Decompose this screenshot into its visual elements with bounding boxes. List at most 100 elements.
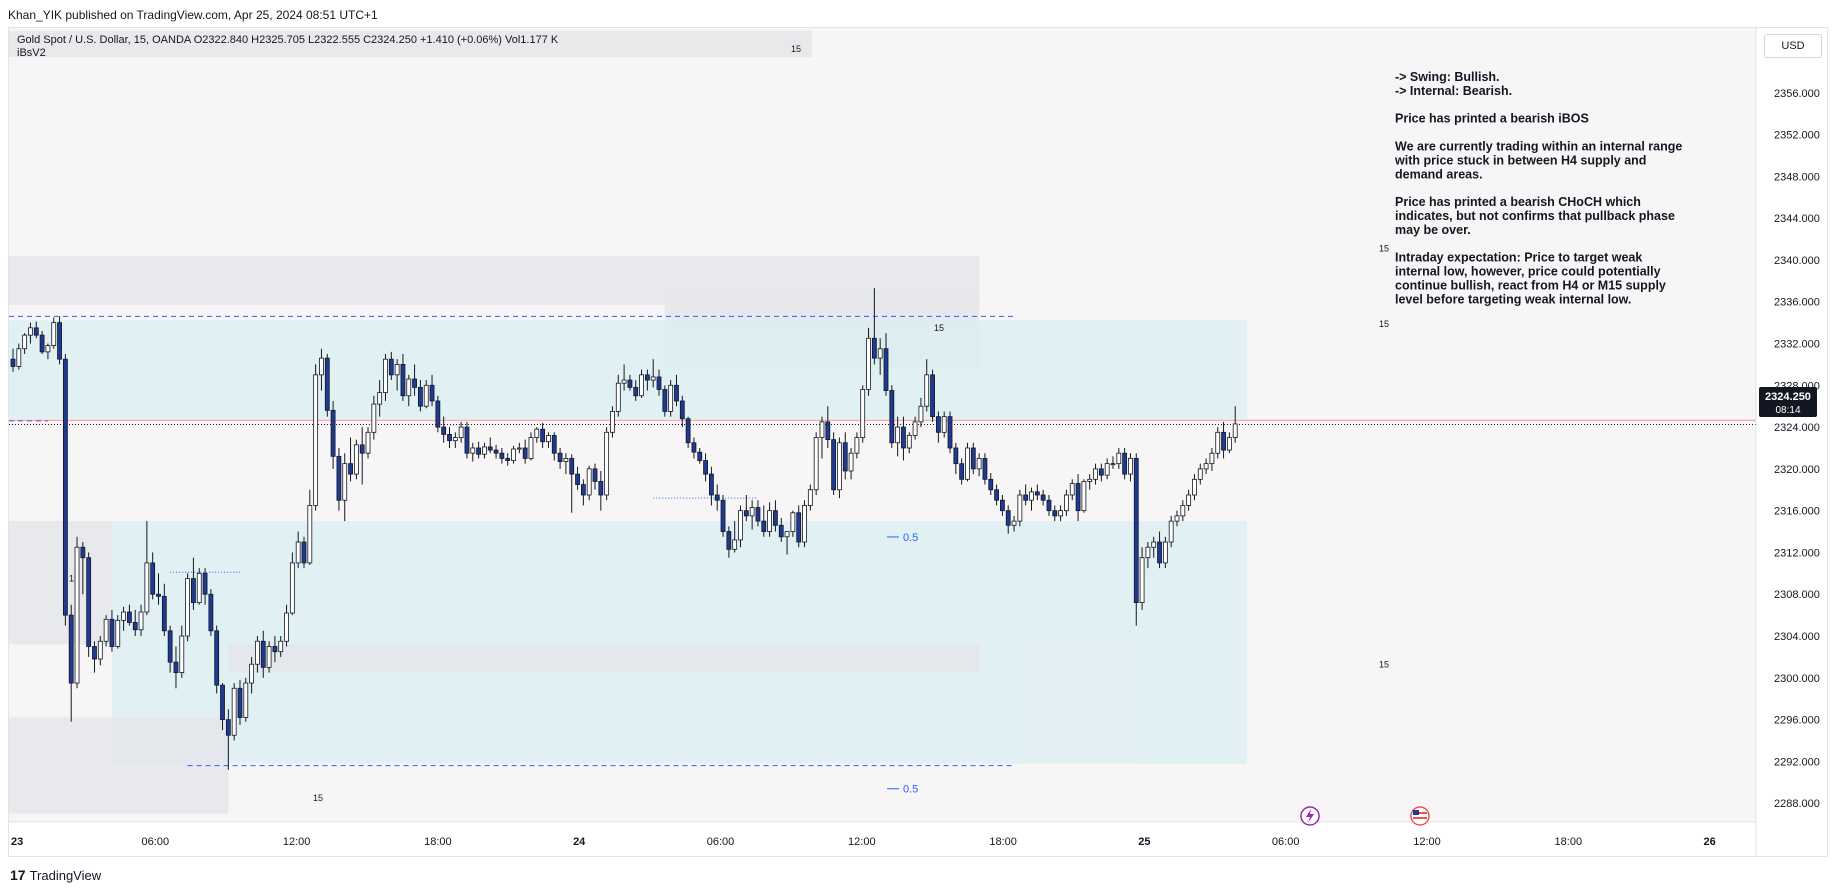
bullish-candle[interactable] <box>406 378 412 397</box>
bearish-candle[interactable] <box>1040 494 1046 501</box>
bullish-candle[interactable] <box>534 428 540 438</box>
bearish-candle[interactable] <box>522 447 528 459</box>
bullish-candle[interactable] <box>1162 541 1168 564</box>
bullish-candle[interactable] <box>586 468 592 496</box>
bullish-candle[interactable] <box>482 446 487 455</box>
bullish-candle[interactable] <box>365 431 371 454</box>
bearish-candle[interactable] <box>935 416 941 433</box>
bullish-candle[interactable] <box>1209 452 1215 465</box>
bearish-candle[interactable] <box>796 512 802 543</box>
bullish-candle[interactable] <box>179 635 185 674</box>
bullish-candle[interactable] <box>1128 458 1133 475</box>
bullish-candle[interactable] <box>1093 468 1098 480</box>
bearish-candle[interactable] <box>301 541 307 564</box>
bearish-candle[interactable] <box>1098 468 1104 476</box>
bullish-candle[interactable] <box>289 562 295 614</box>
bullish-candle[interactable] <box>1215 431 1221 454</box>
bearish-candle[interactable] <box>441 426 447 435</box>
bullish-candle[interactable] <box>196 572 202 604</box>
bullish-candle[interactable] <box>121 611 126 621</box>
bearish-candle[interactable] <box>930 374 935 418</box>
bearish-candle[interactable] <box>1023 494 1029 501</box>
bearish-candle[interactable] <box>260 640 266 668</box>
bullish-candle[interactable] <box>1110 463 1116 466</box>
bearish-candle[interactable] <box>493 449 499 454</box>
bearish-candle[interactable] <box>761 520 767 532</box>
bullish-candle[interactable] <box>313 374 319 506</box>
bearish-candle[interactable] <box>842 442 848 472</box>
bullish-candle[interactable] <box>877 348 883 359</box>
bullish-candle[interactable] <box>185 578 191 637</box>
bullish-candle[interactable] <box>377 392 383 405</box>
bearish-candle[interactable] <box>487 446 493 451</box>
bearish-candle[interactable] <box>883 348 889 391</box>
bearish-candle[interactable] <box>336 455 342 501</box>
bullish-candle[interactable] <box>1029 491 1034 501</box>
bullish-candle[interactable] <box>1104 463 1110 476</box>
bearish-candle[interactable] <box>947 416 953 449</box>
bullish-candle[interactable] <box>284 612 289 642</box>
bullish-candle[interactable] <box>912 421 918 436</box>
bearish-candle[interactable] <box>1133 458 1139 604</box>
bearish-candle[interactable] <box>57 322 62 360</box>
bearish-candle[interactable] <box>953 447 959 465</box>
price-chart[interactable]: 15 15 15 15 15 15 Gold Spot / U.S. Dollar, 15… <box>9 28 1827 856</box>
bullish-candle[interactable] <box>458 426 464 438</box>
bearish-candle[interactable] <box>871 337 877 359</box>
legend-symbol[interactable]: Gold Spot / U.S. Dollar, 15, OANDA O2322… <box>17 34 559 46</box>
bearish-candle[interactable] <box>202 572 208 595</box>
bullish-candle[interactable] <box>854 437 860 454</box>
bullish-candle[interactable] <box>941 416 947 433</box>
bearish-candle[interactable] <box>755 507 761 522</box>
bearish-candle[interactable] <box>10 358 16 367</box>
bullish-candle[interactable] <box>511 448 516 461</box>
bullish-candle[interactable] <box>563 458 569 462</box>
bearish-candle[interactable] <box>1157 541 1162 564</box>
bullish-candle[interactable] <box>650 376 656 381</box>
bullish-candle[interactable] <box>452 437 458 442</box>
bearish-candle[interactable] <box>412 378 417 388</box>
bullish-candle[interactable] <box>976 458 982 470</box>
bullish-candle[interactable] <box>802 505 807 543</box>
bearish-candle[interactable] <box>156 593 161 597</box>
bullish-candle[interactable] <box>749 507 755 517</box>
bullish-candle[interactable] <box>249 663 255 684</box>
bullish-candle[interactable] <box>860 389 866 438</box>
bearish-candle[interactable] <box>889 390 895 444</box>
bearish-candle[interactable] <box>691 442 697 453</box>
bullish-candle[interactable] <box>1081 481 1087 512</box>
bearish-candle[interactable] <box>679 400 685 420</box>
bullish-candle[interactable] <box>918 405 924 423</box>
bearish-candle[interactable] <box>127 611 132 623</box>
bearish-candle[interactable] <box>970 447 976 470</box>
bearish-candle[interactable] <box>400 364 406 397</box>
bearish-candle[interactable] <box>540 428 546 443</box>
bearish-candle[interactable] <box>598 481 604 496</box>
bearish-candle[interactable] <box>959 463 965 480</box>
bearish-candle[interactable] <box>726 531 732 550</box>
bearish-candle[interactable] <box>33 327 39 336</box>
bearish-candle[interactable] <box>167 630 173 663</box>
bearish-candle[interactable] <box>348 463 353 475</box>
bullish-candle[interactable] <box>1145 546 1151 559</box>
bullish-candle[interactable] <box>1226 437 1232 451</box>
bullish-candle[interactable] <box>97 640 103 660</box>
bearish-candle[interactable] <box>901 426 906 449</box>
time-axis[interactable]: 23 06:00 12:00 18:00 24 06:00 12:00 18:00 25 06:0… <box>9 821 1756 848</box>
bullish-candle[interactable] <box>1168 520 1174 543</box>
bearish-candle[interactable] <box>359 444 365 454</box>
bullish-candle[interactable] <box>1151 541 1157 548</box>
bearish-candle[interactable] <box>569 458 575 475</box>
bearish-candle[interactable] <box>86 557 92 647</box>
bearish-candle[interactable] <box>551 435 557 454</box>
bearish-candle[interactable] <box>773 510 778 526</box>
bearish-candle[interactable] <box>1075 483 1081 512</box>
bullish-candle[interactable] <box>74 546 80 684</box>
bullish-candle[interactable] <box>1203 463 1209 470</box>
bearish-candle[interactable] <box>674 384 679 402</box>
bullish-candle[interactable] <box>604 431 610 496</box>
bullish-candle[interactable] <box>1192 478 1197 496</box>
candles-layer[interactable] <box>10 288 1238 770</box>
bearish-candle[interactable] <box>743 510 749 517</box>
bearish-candle[interactable] <box>324 357 330 411</box>
